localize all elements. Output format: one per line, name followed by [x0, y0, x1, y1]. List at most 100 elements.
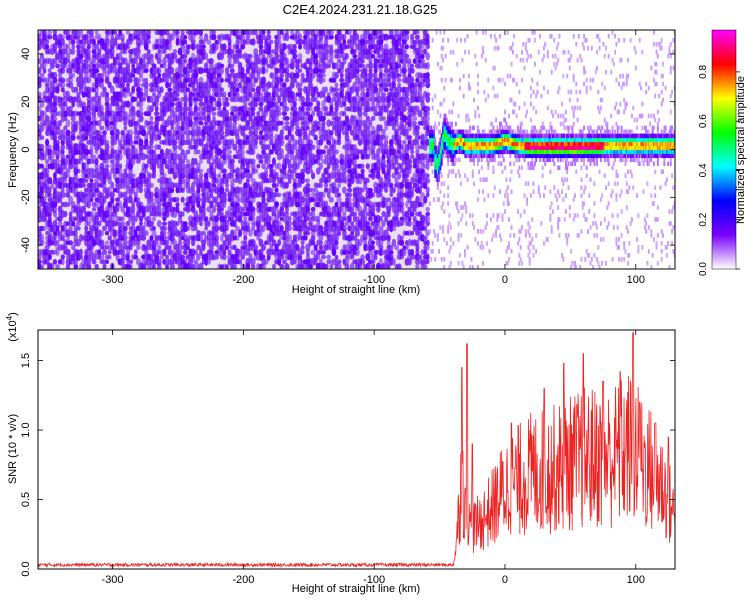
- spectrogram-noise-cell: [167, 245, 172, 250]
- spectrogram-noise-cell: [180, 30, 185, 35]
- spectrogram-noise-cell: [279, 148, 284, 156]
- spectrogram-noise-cell: [120, 258, 125, 266]
- spectrogram-noise-cell: [81, 183, 86, 188]
- spectrogram-noise-cell: [149, 57, 154, 66]
- spectrogram-noise-cell: [222, 168, 227, 174]
- spectrogram-noise-cell: [206, 220, 211, 227]
- spectrogram-noise-cell: [91, 259, 97, 265]
- spectrogram-noise-cell: [63, 239, 68, 247]
- spectrogram-noise-cell: [87, 186, 91, 194]
- spectrogram-noise-cell: [76, 168, 81, 174]
- spectrogram-noise-cell: [151, 149, 157, 155]
- spectrogram-noise-cell: [94, 157, 99, 166]
- spectrogram-noise-cell: [81, 119, 86, 128]
- spectrogram-noise-cell: [63, 63, 68, 69]
- spectrogram-noise-cell: [138, 201, 144, 208]
- spectrogram-noise-cell: [60, 258, 65, 266]
- spectrogram-noise-cell: [79, 30, 83, 36]
- spectrogram-noise-cell: [117, 52, 123, 61]
- spectrogram-noise-cell: [94, 263, 99, 269]
- spectrogram-noise-cell: [141, 225, 146, 232]
- spectrogram-noise-cell: [305, 230, 311, 236]
- spectrogram-noise-cell: [60, 234, 65, 242]
- spectrogram-noise-cell: [47, 214, 52, 223]
- spectrogram-noise-cell: [352, 48, 357, 55]
- spectrogram-noise-cell: [105, 167, 109, 175]
- spectrogram-noise-cell: [156, 53, 162, 60]
- spectrogram-signal-cell: [434, 137, 437, 143]
- spectrogram-noise-cell: [78, 58, 84, 65]
- spectrogram-noise-cell: [414, 125, 420, 131]
- spectrogram-noise-cell: [65, 43, 71, 50]
- spectrogram-noise-cell: [274, 183, 279, 188]
- spectrogram-noise-cell: [425, 177, 431, 184]
- spectrogram-noise-cell: [240, 144, 245, 150]
- spectrogram-noise-cell: [143, 163, 149, 169]
- spectrogram-noise-cell: [136, 244, 141, 250]
- spectrogram-signal-cell: [430, 257, 433, 262]
- spectrogram-noise-cell: [81, 191, 86, 199]
- spectrogram-noise-cell: [305, 125, 310, 131]
- spectrogram-noise-cell: [83, 33, 89, 41]
- spectrogram-noise-cell: [68, 240, 74, 246]
- spectrogram-noise-cell: [412, 120, 417, 126]
- spectrogram-noise-cell: [136, 81, 141, 89]
- spectrogram-noise-cell: [47, 186, 52, 194]
- spectrogram-noise-cell: [152, 201, 156, 207]
- spectrogram-noise-cell: [227, 154, 232, 160]
- spectrogram-noise-cell: [102, 263, 107, 269]
- spectrogram-noise-cell: [342, 186, 347, 194]
- spectrogram-noise-cell: [73, 224, 78, 232]
- spectrogram-signal-cell: [431, 105, 434, 111]
- spectrogram-noise-cell: [329, 264, 334, 269]
- spectrogram-noise-cell: [365, 177, 370, 184]
- spectrogram-noise-cell: [342, 211, 347, 217]
- spectrogram-noise-cell: [66, 30, 70, 37]
- spectrogram-noise-cell: [334, 87, 339, 93]
- spectrogram-signal-cell: [432, 133, 435, 139]
- spectrogram-noise-cell: [131, 221, 136, 227]
- spectrogram-noise-cell: [285, 57, 289, 65]
- spectrogram-noise-cell: [204, 216, 209, 222]
- spectrogram-noise-cell: [38, 105, 42, 112]
- spectrogram-noise-cell: [146, 215, 152, 223]
- spectrogram-signal-cell: [436, 233, 439, 238]
- spectrogram-noise-cell: [347, 197, 352, 202]
- spectrogram-noise-cell: [149, 115, 154, 122]
- spectrogram-noise-cell: [112, 120, 118, 127]
- spectrogram-noise-cell: [73, 124, 79, 132]
- spectrogram-noise-cell: [63, 178, 68, 183]
- spectrogram-noise-cell: [266, 34, 272, 41]
- spectrogram-noise-cell: [53, 30, 57, 37]
- spectrogram-noise-cell: [401, 48, 407, 55]
- spectrogram-noise-cell: [68, 176, 73, 185]
- spectrogram-noise-cell: [39, 233, 44, 242]
- spectrogram-noise-cell: [339, 77, 345, 83]
- spectrogram-noise-cell: [44, 167, 50, 175]
- spectrogram-noise-cell: [415, 239, 420, 247]
- spectrogram-noise-cell: [60, 187, 65, 193]
- spectrogram-noise-cell: [99, 125, 105, 131]
- spectrogram-noise-cell: [253, 100, 258, 108]
- spectrogram-signal-cell: [429, 201, 431, 206]
- spectrogram-noise-cell: [38, 67, 42, 75]
- spectrogram-noise-cell: [44, 82, 50, 88]
- spectrogram-noise-cell: [339, 72, 344, 79]
- spectrogram-noise-cell: [148, 191, 154, 199]
- spectrogram-noise-cell: [297, 87, 303, 93]
- spectrogram-noise-cell: [78, 72, 84, 79]
- spectrogram-noise-cell: [120, 33, 125, 41]
- spectrogram-noise-cell: [154, 186, 159, 194]
- spectrogram-noise-cell: [109, 44, 115, 50]
- spectrogram-noise-cell: [417, 110, 423, 118]
- spectrogram-noise-cell: [60, 34, 66, 40]
- spectrogram-noise-cell: [38, 206, 42, 213]
- spectrogram-noise-cell: [99, 81, 105, 89]
- spectrogram-noise-cell: [97, 249, 102, 256]
- spectrogram-noise-cell: [55, 125, 61, 131]
- spectrogram-noise-cell: [65, 58, 71, 64]
- spectrogram-noise-cell: [86, 220, 92, 227]
- spectrogram-noise-cell: [104, 230, 110, 236]
- spectrogram-noise-cell: [125, 30, 131, 35]
- spectrogram-noise-cell: [55, 158, 61, 165]
